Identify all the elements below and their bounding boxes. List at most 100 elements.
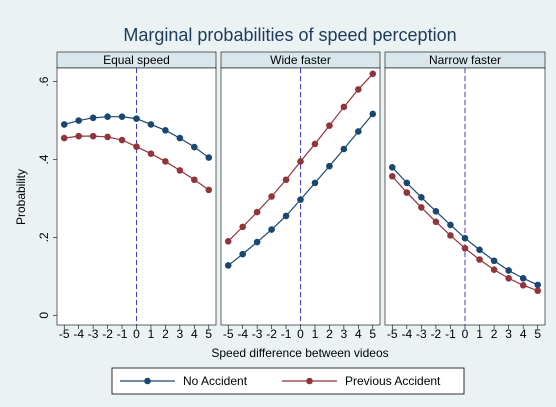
x-tick-label: 5 [369,327,376,341]
data-point [133,115,140,122]
x-tick-label: 1 [476,327,483,341]
data-point [403,179,411,187]
data-point [205,186,213,194]
data-point [205,154,213,161]
data-point [239,250,246,258]
data-point [326,122,333,129]
x-tick-label: 3 [505,327,512,341]
x-tick-label: 0 [462,327,469,341]
data-point [176,167,184,174]
x-tick-label: -1 [281,327,292,341]
x-tick-label: 5 [205,327,212,341]
x-tick-label: 4 [520,327,527,341]
data-point [176,134,184,142]
data-point [253,238,261,246]
data-point [490,266,498,274]
legend-marker [306,377,313,385]
x-tick-label: -4 [73,327,84,341]
data-point [282,212,290,220]
data-point [162,127,169,134]
x-tick-label: 2 [491,327,498,341]
data-point [418,204,425,211]
data-point [519,281,527,289]
x-tick-label: 3 [177,327,184,341]
data-point [355,128,362,135]
data-point [104,133,111,141]
data-point [432,218,440,226]
data-point [191,176,198,184]
data-point [147,150,155,157]
x-tick-label: -5 [387,327,398,341]
data-point [89,132,97,140]
x-tick-label: 3 [341,327,348,341]
data-point [369,70,377,78]
panel-title: Equal speed [103,53,170,67]
x-tick-label: -5 [223,327,234,341]
x-tick-label: -2 [266,327,277,341]
x-tick-label: 1 [312,327,319,341]
legend-marker [144,377,151,385]
x-tick-label: -2 [431,327,442,341]
x-tick-label: 5 [534,327,541,341]
data-point [534,287,542,295]
data-point [147,121,155,128]
x-tick-label: 2 [326,327,333,341]
data-point [297,158,304,165]
legend-label: No Accident [183,374,248,388]
data-point [461,234,469,242]
data-point [447,232,454,239]
data-point [326,162,333,170]
data-point [476,256,483,263]
data-point [461,244,469,252]
data-point [75,117,82,124]
data-point [388,163,396,171]
data-point [418,193,425,201]
data-point [311,140,319,148]
data-point [369,110,377,118]
x-tick-label: 1 [148,327,155,341]
y-axis-label: Probability [14,169,28,225]
data-point [476,246,483,254]
data-point [505,274,512,282]
data-point [191,143,198,151]
data-point [224,262,232,269]
data-point [355,86,362,93]
data-point [505,267,512,274]
data-point [311,179,319,187]
x-tick-label: -1 [117,327,128,341]
data-point [490,257,498,265]
data-point [89,114,97,122]
data-point [282,176,290,184]
data-point [519,274,527,282]
panel-title: Wide faster [270,53,331,67]
data-point [239,223,246,231]
data-point [104,113,111,120]
y-tick-label: .4 [37,154,51,164]
x-tick-label: -3 [88,327,99,341]
x-tick-label: -1 [445,327,456,341]
data-point [432,207,440,215]
data-point [297,196,304,203]
x-tick-label: 0 [133,327,140,341]
panel-title: Narrow faster [429,53,501,67]
data-point [60,134,68,142]
data-point [534,281,542,289]
data-point [388,172,396,180]
x-tick-label: -5 [59,327,70,341]
data-point [118,136,126,144]
data-point [268,226,275,233]
x-tick-label: 0 [297,327,304,341]
data-point [118,113,126,120]
y-tick-label: 0 [37,312,51,319]
data-point [268,193,275,200]
y-tick-label: .6 [37,76,51,86]
x-tick-label: 4 [191,327,198,341]
x-tick-label: -4 [401,327,412,341]
data-point [133,143,140,150]
data-point [75,132,82,140]
x-tick-label: -3 [252,327,263,341]
data-point [447,221,454,229]
data-point [403,189,411,196]
data-point [253,208,261,216]
